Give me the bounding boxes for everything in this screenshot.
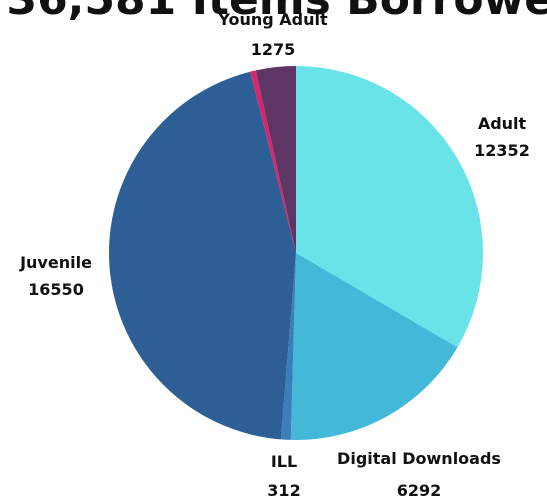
pie-slice-digital-downloads <box>290 253 458 441</box>
pie-labels: Adult 12352 Digital Downloads 6292 ILL 312 Juv… <box>19 10 530 500</box>
slice-label-digital-downloads: Digital Downloads <box>337 449 501 468</box>
slice-value-digital-downloads: 6292 <box>397 481 442 500</box>
slice-value-young-adult: 1275 <box>251 40 296 59</box>
slice-label-ill: ILL <box>271 452 297 471</box>
slice-label-young-adult: Young Adult <box>217 10 328 29</box>
pie-slice-unlabeled <box>250 70 296 253</box>
slice-value-juvenile: 16550 <box>28 280 84 299</box>
pie-slice-ill <box>280 253 296 440</box>
slice-value-ill: 312 <box>267 481 300 500</box>
slice-label-juvenile: Juvenile <box>19 253 92 272</box>
slice-value-adult: 12352 <box>474 141 530 160</box>
pie-slice-adult <box>296 66 483 348</box>
pie-slice-young-adult <box>255 66 296 253</box>
chart-title: 36,581 Items Borrowed <box>6 0 547 25</box>
pie-slice-juvenile <box>108 71 296 440</box>
slice-label-adult: Adult <box>478 114 527 133</box>
pie-slices <box>108 66 483 441</box>
